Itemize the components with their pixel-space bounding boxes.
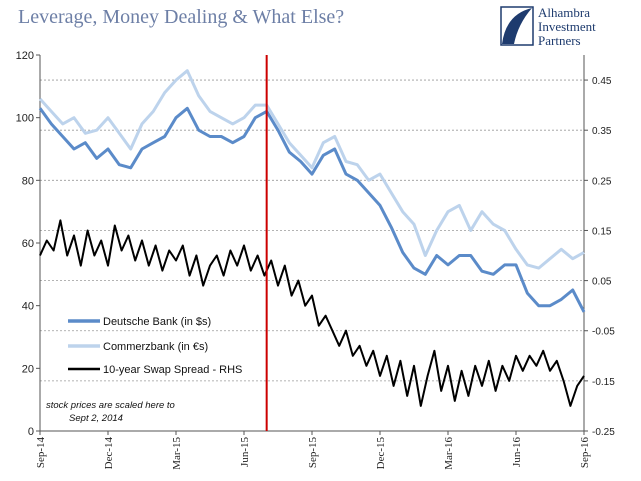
x-tick-label-7: Jun-16: [511, 437, 523, 467]
right-tick-label-4: 0.15: [592, 226, 612, 237]
logo-wordmark: Alhambra Investment Partners: [538, 6, 596, 48]
series-line-1: [38, 69, 585, 270]
legend-label-2: 10-year Swap Spread - RHS: [103, 364, 242, 376]
company-logo: Alhambra Investment Partners: [500, 6, 636, 50]
chart-title: Leverage, Money Dealing & What Else?: [18, 6, 345, 28]
right-tick-label-1: -0.15: [592, 377, 615, 388]
right-axis: -0.25 -0.15 -0.05 0.05 0.15 0.25 0.35 0.45: [584, 76, 615, 438]
logo-line-1: Alhambra: [538, 5, 590, 20]
left-tick-label-5: 100: [16, 113, 34, 125]
series-line-2: [39, 219, 585, 407]
legend-label-0: Deutsche Bank (in $s): [103, 316, 211, 328]
x-tick-label-0: Sep-14: [35, 437, 47, 469]
right-tick-label-7: 0.45: [592, 76, 612, 87]
gridlines: [40, 79, 584, 382]
left-tick-label-3: 60: [22, 238, 34, 250]
left-tick-label-1: 20: [22, 363, 34, 375]
series-layer: [38, 69, 586, 407]
x-tick-label-1: Dec-14: [103, 437, 115, 470]
logo-line-3: Partners: [538, 33, 581, 48]
left-tick-label-6: 120: [16, 50, 34, 62]
scaling-note: stock prices are scaled here to Sept 2, …: [46, 400, 175, 424]
x-tick-label-5: Dec-15: [375, 437, 387, 470]
x-tick-label-2: Mar-15: [171, 437, 183, 470]
x-tick-label-3: Jun-15: [239, 437, 251, 467]
left-tick-label-0: 0: [28, 426, 34, 438]
note-line-1: stock prices are scaled here to: [46, 400, 175, 411]
x-axis: Sep-14 Dec-14 Mar-15 Jun-15 Sep-15 Dec-15 Mar-…: [35, 431, 591, 470]
left-axis: 0 20 40 60 80 100 120: [16, 50, 40, 438]
right-tick-label-6: 0.35: [592, 126, 612, 137]
x-tick-label-4: Sep-15: [307, 437, 319, 469]
right-tick-label-2: -0.05: [592, 327, 615, 338]
right-tick-label-5: 0.25: [592, 176, 612, 187]
legend-label-1: Commerzbank (in €s): [103, 341, 208, 353]
left-tick-label-4: 80: [22, 175, 34, 187]
left-tick-label-2: 40: [22, 301, 34, 313]
series-line-0: [38, 106, 586, 313]
legend: Deutsche Bank (in $s) Commerzbank (in €s)…: [68, 316, 242, 376]
logo-line-2: Investment: [538, 19, 596, 34]
right-tick-label-3: 0.05: [592, 277, 612, 288]
x-tick-label-6: Mar-16: [443, 437, 455, 470]
x-tick-label-8: Sep-16: [579, 437, 591, 469]
right-tick-label-0: -0.25: [592, 427, 615, 438]
logo-emblem-icon: [500, 6, 534, 46]
note-line-2: Sept 2, 2014: [69, 413, 123, 424]
